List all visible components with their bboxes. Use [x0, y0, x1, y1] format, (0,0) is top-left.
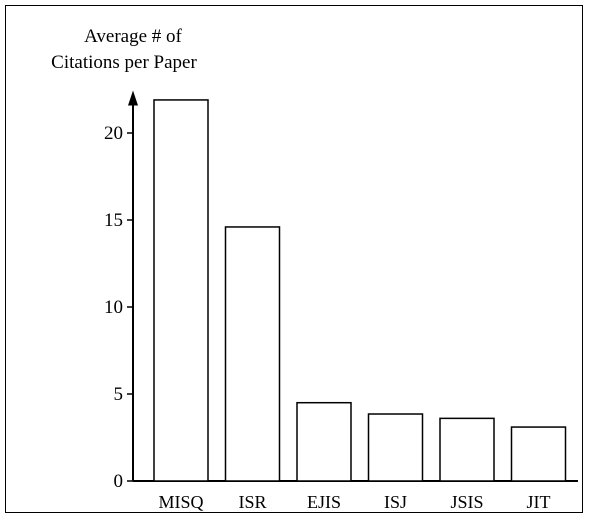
y-axis-label-line-1: Average # of: [84, 26, 182, 47]
x-category-label: ISR: [238, 492, 266, 512]
y-tick-label: 20: [104, 123, 123, 144]
x-category-label: JIT: [527, 492, 551, 512]
y-axis-label: Average # of Citations per Paper: [51, 26, 197, 73]
y-tick-label: 0: [114, 471, 124, 492]
y-axis-arrow-icon: [128, 90, 138, 106]
y-tick-label: 15: [104, 210, 123, 231]
x-category-label: JSIS: [450, 492, 483, 512]
bar-ejis: [296, 401, 352, 482]
x-category-label: MISQ: [158, 492, 203, 512]
bar-misq: [153, 99, 209, 482]
bar-jit: [510, 426, 567, 482]
bar-jsis: [439, 417, 495, 482]
y-ticks: 0 5 10 15 20: [104, 123, 133, 492]
x-category-label: EJIS: [307, 492, 341, 512]
bar-isj: [367, 413, 424, 482]
bar-isr: [224, 226, 281, 482]
y-tick-label: 10: [104, 297, 123, 318]
bars: [153, 99, 567, 482]
y-tick-label: 5: [114, 384, 124, 405]
x-category-labels: MISQ ISR EJIS ISJ JSIS JIT: [158, 492, 550, 512]
x-category-label: ISJ: [384, 492, 407, 512]
y-axis-label-line-2: Citations per Paper: [51, 52, 197, 73]
